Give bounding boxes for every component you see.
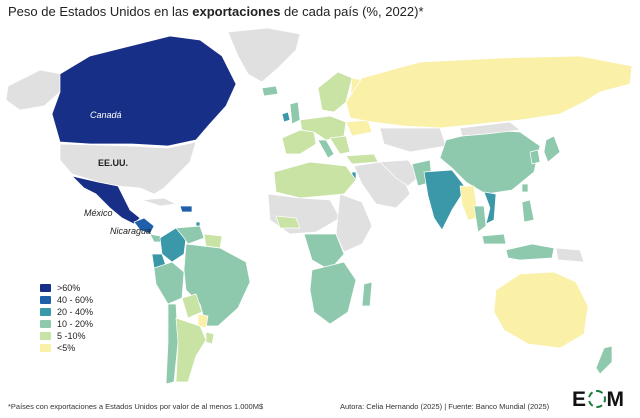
alaska [5,69,63,111]
chile [165,303,179,385]
world-map [0,22,640,394]
trinidad [195,221,201,227]
east-africa [335,193,373,253]
vietnam [483,191,497,225]
legend-swatch [40,308,51,316]
philippines [521,199,535,223]
thailand [473,205,487,233]
legend-item: 10 - 20% [40,318,93,330]
paraguay [197,313,209,329]
map-title: Peso de Estados Unidos en las exportacio… [8,4,424,19]
venezuela [175,225,205,245]
balkans [329,135,351,155]
iceland [261,85,279,97]
north-africa [273,161,357,199]
france-iberia [281,129,317,155]
nicaragua [133,217,155,235]
iran [379,159,421,187]
russia [345,55,633,129]
legend-swatch [40,332,51,340]
italy [317,139,335,159]
legend-swatch [40,296,51,304]
greenland [227,27,301,83]
guyanas [203,233,223,249]
uruguay [205,331,215,345]
legend-swatch [40,284,51,292]
ireland [281,111,291,123]
australia [493,271,589,349]
brasil [183,243,251,327]
taiwan [521,183,529,193]
legend-item: <5% [40,342,93,354]
label-nicaragua: Nicaragua [110,226,152,236]
label-canada: Canadá [90,110,122,120]
label-mexico: México [84,208,113,218]
korea-japan [529,135,561,165]
india [423,169,467,231]
legend-item: 20 - 40% [40,306,93,318]
legend-item: 5 -10% [40,330,93,342]
cuba [141,197,177,207]
peru [153,261,185,305]
sahel [275,215,301,229]
legend-swatch [40,320,51,328]
argentina [175,317,207,383]
bangladesh-myanmar [459,185,479,221]
canada [51,35,237,147]
legend-swatch [40,344,51,352]
turkey [345,153,379,165]
label-usa: EE.UU. [98,158,129,168]
central-africa [303,233,345,271]
legend: >60% 40 - 60% 20 - 40% 10 - 20% 5 -10% <… [40,282,93,354]
dominican-rep [179,205,193,213]
credit-source: Autora: Celia Hernando (2025) | Fuente: … [340,402,550,411]
footnote: *Países con exportaciones a Estados Unid… [8,402,264,411]
malaysia-indonesia [481,233,555,261]
papua [555,247,585,263]
kazakhstan [379,127,447,153]
new-zealand [595,345,613,375]
madagascar [361,281,373,307]
west-africa [267,193,341,235]
legend-item: >60% [40,282,93,294]
ukraine [345,119,373,137]
usa [59,141,197,195]
bolivia [181,293,203,319]
legend-item: 40 - 60% [40,294,93,306]
southern-africa [309,261,357,325]
logo-globe-icon [587,390,606,408]
mongolia [459,121,521,137]
uk [289,101,301,125]
